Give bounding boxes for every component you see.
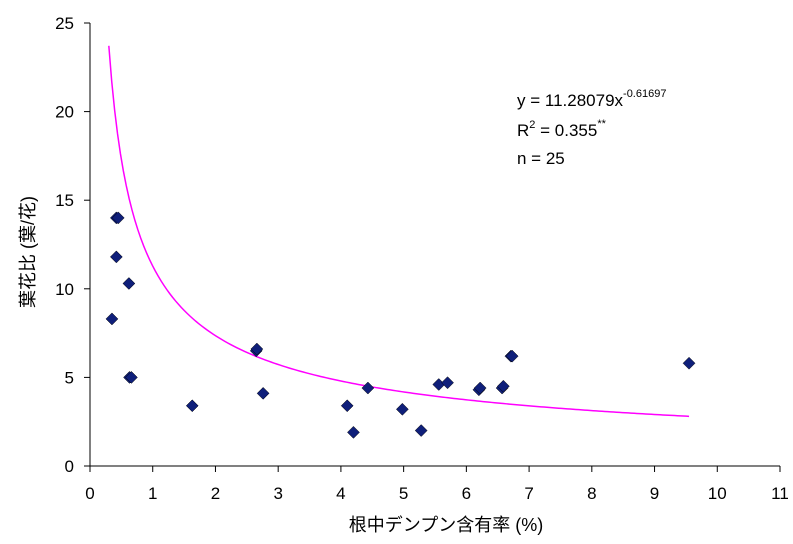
r2-superscript: 2: [529, 119, 535, 131]
x-tick-label: 1: [148, 484, 157, 503]
data-point: [361, 381, 375, 395]
data-point: [414, 424, 428, 437]
x-tick-label: 6: [462, 484, 471, 503]
y-tick-label: 25: [55, 14, 74, 33]
r2-label: R: [517, 121, 529, 140]
r2-value: = 0.355: [535, 121, 597, 140]
data-point: [109, 250, 123, 264]
data-point: [347, 425, 360, 439]
y-tick-label: 15: [55, 191, 74, 210]
x-tick-label: 10: [708, 484, 727, 503]
data-point: [111, 211, 125, 225]
x-tick-label: 2: [211, 484, 220, 503]
r-squared-annotation: R2 = 0.355**: [517, 118, 607, 140]
equation-annotation: y = 11.28079x-0.61697: [517, 88, 666, 110]
equation-text: y = 11.28079x: [517, 91, 624, 110]
data-point: [432, 378, 446, 391]
data-point: [497, 379, 510, 393]
data-point: [441, 376, 454, 390]
y-tick-label: 20: [55, 103, 74, 122]
x-tick-label: 3: [273, 484, 282, 503]
x-tick-label: 5: [399, 484, 408, 503]
data-point: [250, 342, 264, 356]
data-point: [682, 356, 696, 370]
x-axis-title: 根中デンプン含有率 (%): [349, 515, 543, 535]
y-tick-label: 0: [65, 457, 74, 476]
y-ticks: 0 5 10 15 20 25: [55, 14, 90, 476]
r2-significance: **: [597, 118, 606, 130]
data-point: [185, 399, 199, 413]
data-point: [122, 277, 136, 290]
data-points: [105, 211, 696, 439]
y-tick-label: 10: [55, 280, 74, 299]
axes: [89, 23, 780, 467]
data-point: [505, 349, 519, 363]
x-tick-label: 8: [587, 484, 596, 503]
equation-exponent: -0.61697: [623, 88, 666, 100]
fit-curve: [108, 45, 690, 418]
data-point: [256, 386, 270, 400]
x-tick-label: 11: [771, 484, 789, 503]
x-tick-label: 0: [85, 484, 94, 503]
data-point: [340, 399, 354, 413]
x-tick-label: 4: [336, 484, 345, 503]
n-annotation: n = 25: [517, 149, 565, 168]
data-point: [125, 371, 138, 384]
x-tick-label: 9: [650, 484, 659, 503]
x-ticks: 0 1 2 3 4 5 6 7 8 9 10 11: [85, 466, 789, 503]
data-point: [473, 381, 487, 395]
x-tick-label: 7: [524, 484, 533, 503]
data-point: [396, 402, 409, 416]
data-point: [105, 312, 119, 326]
y-tick-label: 5: [65, 368, 74, 387]
y-axis-title: 葉花比 (葉/花): [18, 196, 38, 308]
